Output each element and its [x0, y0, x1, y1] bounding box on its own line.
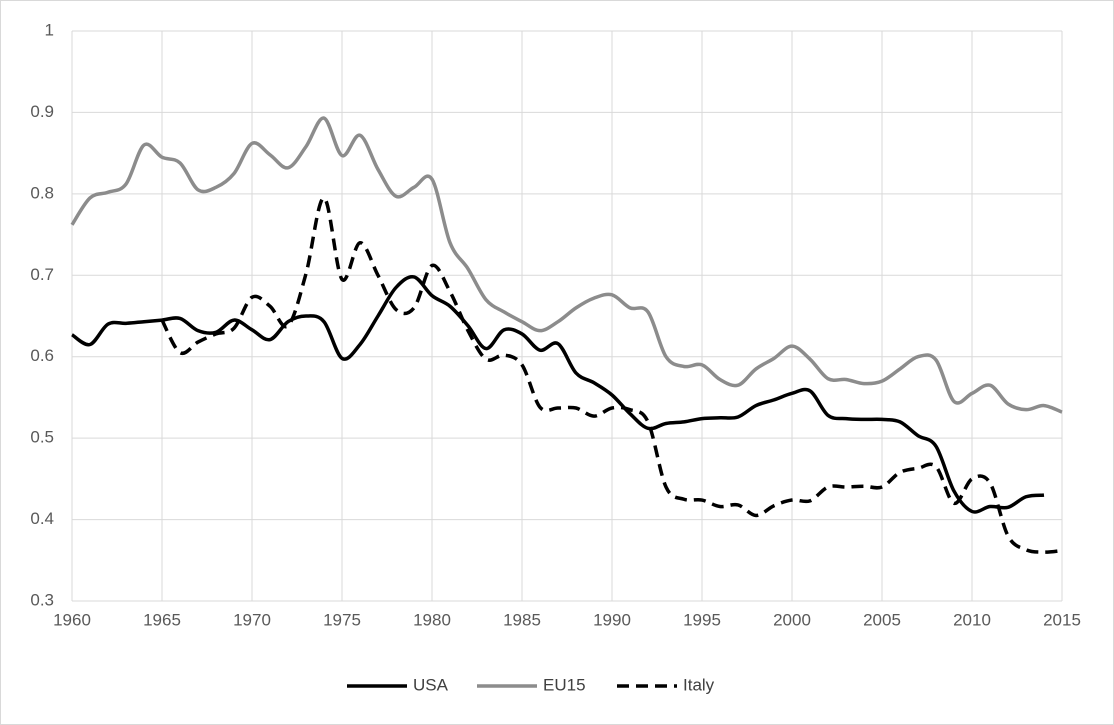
x-tick-label: 1965 — [143, 610, 181, 629]
x-tick-label: 1990 — [593, 610, 631, 629]
y-tick-label: 0.5 — [30, 428, 54, 447]
legend-label: USA — [413, 675, 449, 694]
x-tick-label: 2000 — [773, 610, 811, 629]
series-line — [160, 196, 1063, 554]
y-tick-label: 0.9 — [30, 102, 54, 121]
x-tick-label: 1970 — [233, 610, 271, 629]
series-line — [70, 116, 1063, 414]
y-tick-label: 0.6 — [30, 346, 54, 365]
y-tick-label: 1 — [45, 20, 54, 39]
series-line — [71, 274, 1045, 514]
legend-label: Italy — [683, 675, 715, 694]
x-tick-label: 2010 — [953, 610, 991, 629]
x-tick-label: 2015 — [1043, 610, 1081, 629]
legend-label: EU15 — [543, 675, 586, 694]
x-tick-label: 2005 — [863, 610, 901, 629]
y-tick-label: 0.7 — [30, 265, 54, 284]
x-tick-label: 1995 — [683, 610, 721, 629]
y-tick-label: 0.4 — [30, 509, 54, 528]
y-tick-label: 0.8 — [30, 183, 54, 202]
x-tick-label: 1985 — [503, 610, 541, 629]
x-tick-label: 1960 — [53, 610, 91, 629]
y-tick-label: 0.3 — [30, 590, 54, 609]
x-tick-label: 1980 — [413, 610, 451, 629]
x-tick-label: 1975 — [323, 610, 361, 629]
